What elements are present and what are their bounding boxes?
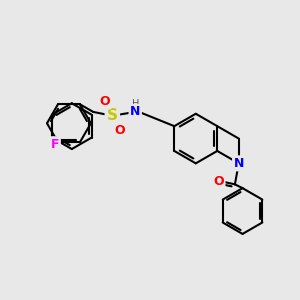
- Text: O: O: [213, 175, 224, 188]
- Text: N: N: [130, 105, 140, 119]
- Text: S: S: [107, 108, 118, 123]
- Text: H: H: [131, 99, 139, 109]
- Text: F: F: [51, 138, 59, 151]
- Text: N: N: [233, 157, 244, 170]
- Text: O: O: [99, 95, 110, 108]
- Text: O: O: [115, 124, 125, 136]
